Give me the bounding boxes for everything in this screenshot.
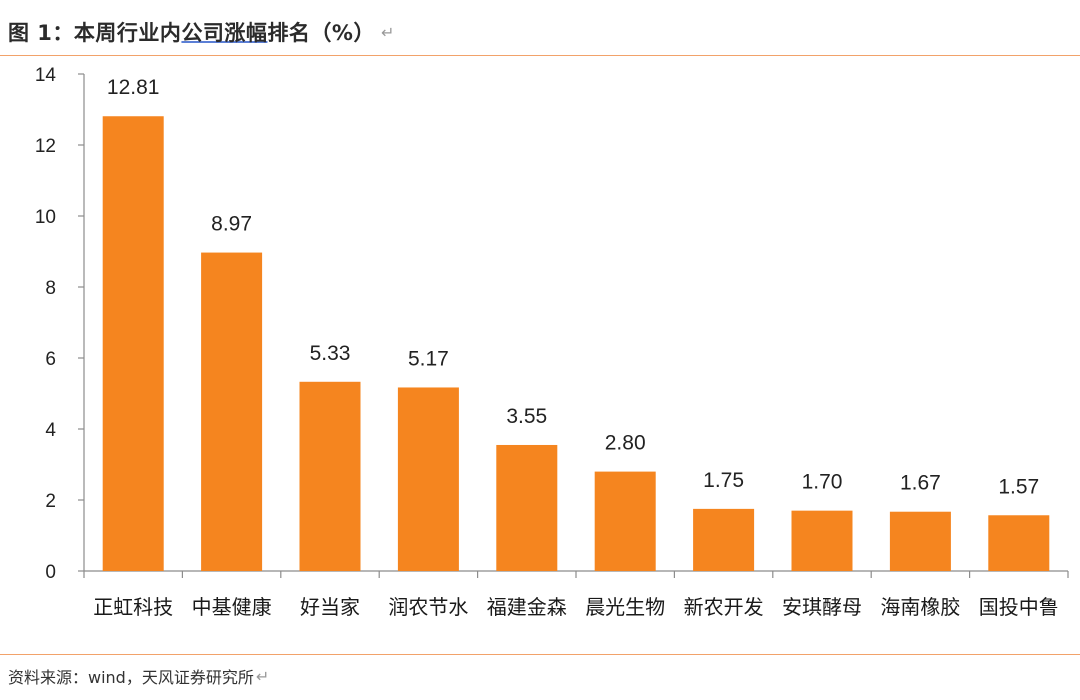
bar [102,116,164,571]
y-tick-label: 4 [45,420,56,441]
figure-title-prefix: 图 1：本周行业内 [8,21,182,45]
bar [988,515,1050,571]
category-label: 好当家 [300,595,360,619]
data-label: 2.80 [605,432,646,455]
data-label: 5.33 [310,342,351,365]
source-return-mark-icon: ↵ [255,666,270,686]
category-label: 晨光生物 [585,595,665,619]
category-label: 福建金森 [487,595,567,619]
figure-title-underlined: 公司涨幅 [181,21,268,45]
y-axis: 0 2 4 6 8 10 12 14 [35,65,85,583]
source-note-row: 资料来源：wind，天风证券研究所 ↵ [8,664,269,688]
y-tick-label: 2 [45,491,56,512]
category-label: 正虹科技 [93,595,173,619]
y-tick-label: 14 [35,65,57,86]
data-label: 1.70 [802,471,843,494]
category-label: 国投中鲁 [979,595,1059,619]
y-tick-label: 0 [45,562,56,583]
category-label: 润农节水 [388,595,468,619]
data-label: 5.17 [408,347,449,370]
category-label: 安琪酵母 [782,595,862,619]
data-label: 8.97 [211,213,252,236]
bars [102,116,1050,571]
figure-title-suffix: 排名（%） [267,21,375,45]
y-tick-label: 12 [35,136,56,157]
category-label: 海南橡胶 [880,595,960,619]
bar [299,381,361,571]
bar [496,444,558,571]
bottom-divider [0,654,1080,655]
top-divider [0,55,1080,56]
figure-title: 图 1：本周行业内公司涨幅排名（%） [8,17,375,47]
bar [594,471,656,571]
category-label: 新农开发 [684,595,764,619]
data-label: 12.81 [107,76,160,99]
y-tick-label: 8 [45,278,56,299]
bar-chart: 0 2 4 6 8 10 12 14 12.81 8.97 5.33 5.17 3.55 2.80 1.7… [35,65,1069,619]
x-axis [83,570,1069,578]
bar [791,510,853,571]
y-tick-label: 10 [35,207,56,228]
return-mark-icon: ↵ [380,22,395,42]
bar [201,252,263,571]
data-label: 1.67 [900,472,941,495]
data-label: 1.75 [703,469,744,492]
category-label: 中基健康 [192,595,272,619]
data-label: 3.55 [506,405,547,428]
figure-title-row: 图 1：本周行业内公司涨幅排名（%） ↵ [8,14,394,50]
bar [397,387,459,571]
bar [889,511,951,571]
y-tick-label: 6 [45,349,56,370]
bar [693,508,755,571]
data-labels: 12.81 8.97 5.33 5.17 3.55 2.80 1.75 1.70 1.67 1.5… [107,76,1039,498]
category-labels: 正虹科技 中基健康 好当家 润农节水 福建金森 晨光生物 新农开发 安琪酵母 海南橡胶 国投中鲁 [93,595,1059,619]
data-label: 1.57 [998,475,1039,498]
source-note: 资料来源：wind，天风证券研究所 [8,668,254,687]
